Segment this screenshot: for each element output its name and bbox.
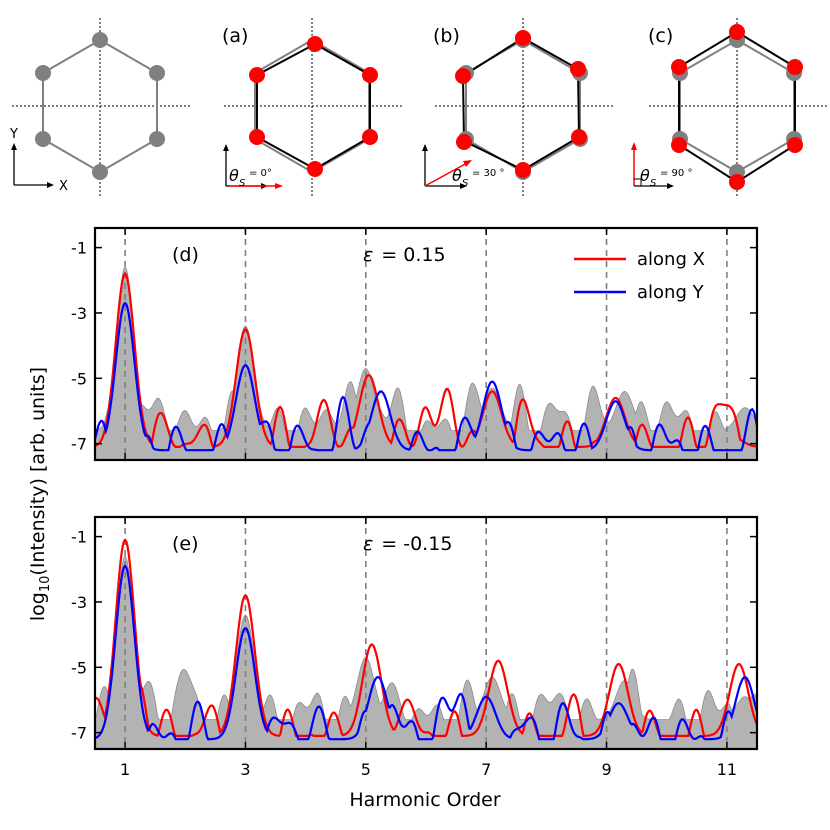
strain-direction-indicator: θ S = 0°	[223, 144, 283, 189]
atoms-strained	[455, 30, 587, 178]
legend-label: along X	[637, 249, 705, 270]
atom	[362, 129, 378, 145]
theta-symbol: θ	[452, 166, 462, 185]
atom	[307, 36, 323, 52]
chart-panel-d: -1 -3 -5 -7 (d) ε = 0.15 along X along Y	[71, 226, 759, 462]
atoms-reference	[35, 32, 165, 180]
theta-value: = 30 °	[472, 168, 504, 179]
y-tick-label: -1	[71, 239, 87, 258]
plot-area	[95, 228, 757, 460]
lattice-panels: Y X (a)	[9, 18, 829, 198]
plot-area	[95, 517, 757, 749]
xy-axes-icon: Y X	[9, 127, 68, 194]
atom	[307, 161, 323, 177]
y-tick-label: -7	[71, 435, 87, 454]
lattice-panel-reference: Y X	[9, 18, 192, 198]
x-tick-label: 1	[120, 760, 130, 779]
y-axis-label: log10(Intensity) [arb. units]	[27, 367, 53, 621]
series-line-along-x	[95, 271, 757, 448]
panel-label-c: (c)	[648, 25, 673, 47]
axis-y-label: Y	[9, 127, 18, 142]
atom	[149, 65, 165, 81]
panel-label: (d)	[172, 244, 199, 266]
y-tick-label: -5	[71, 658, 87, 677]
theta-subscript: S	[239, 178, 246, 189]
atom	[249, 67, 265, 83]
axes-frame	[93, 226, 759, 462]
series-background-fill	[95, 555, 757, 749]
theta-value: = 90 °	[660, 168, 692, 179]
atom	[249, 129, 265, 145]
panel-label: (e)	[172, 533, 199, 555]
y-tick-label: -7	[71, 724, 87, 743]
theta-value: = 0°	[249, 168, 272, 179]
y-tick-label: -5	[71, 369, 87, 388]
lattice-panel-b: (b) θ S = 30 °	[422, 18, 615, 198]
lattice-panel-a: (a) θ S = 0°	[222, 18, 404, 198]
strain-direction-indicator: θ S = 90 °	[631, 142, 692, 189]
x-tick-label: 7	[481, 760, 491, 779]
y-tick-label: -3	[71, 593, 87, 612]
series-line-along-x	[95, 538, 757, 738]
x-tick-label: 5	[361, 760, 371, 779]
atom	[92, 32, 108, 48]
theta-subscript: S	[462, 178, 469, 189]
atoms-strained	[671, 24, 803, 190]
chart-panel-e: -1 -3 -5 -7 1 3 5 7 9 11 (e) ε = -0.15	[71, 515, 759, 779]
theta-subscript: S	[650, 178, 657, 189]
atom	[92, 164, 108, 180]
atom	[362, 67, 378, 83]
theta-symbol: θ	[229, 166, 239, 185]
x-axis-label: Harmonic Order	[349, 789, 501, 811]
strain-annotation: ε = 0.15	[363, 244, 446, 266]
panel-label-b: (b)	[433, 25, 460, 47]
y-tick-label: -1	[71, 528, 87, 547]
legend-label: along Y	[637, 282, 705, 303]
series-line-along-y	[95, 564, 757, 741]
atoms-strained	[249, 36, 378, 177]
lattice-panel-c: (c) θ S = 90 °	[631, 18, 829, 198]
atom	[149, 131, 165, 147]
panel-label-a: (a)	[222, 25, 248, 47]
strain-direction-indicator: θ S = 30 °	[422, 144, 504, 189]
strain-annotation: ε = -0.15	[363, 533, 452, 555]
atom	[35, 65, 51, 81]
x-tick-label: 11	[717, 760, 737, 779]
x-tick-label: 3	[240, 760, 250, 779]
atom	[35, 131, 51, 147]
series-line-along-y	[95, 301, 757, 452]
axis-x-label: X	[59, 179, 68, 194]
theta-symbol: θ	[640, 166, 650, 185]
x-tick-label: 9	[601, 760, 611, 779]
y-tick-label: -3	[71, 304, 87, 323]
axes-frame	[93, 515, 759, 751]
